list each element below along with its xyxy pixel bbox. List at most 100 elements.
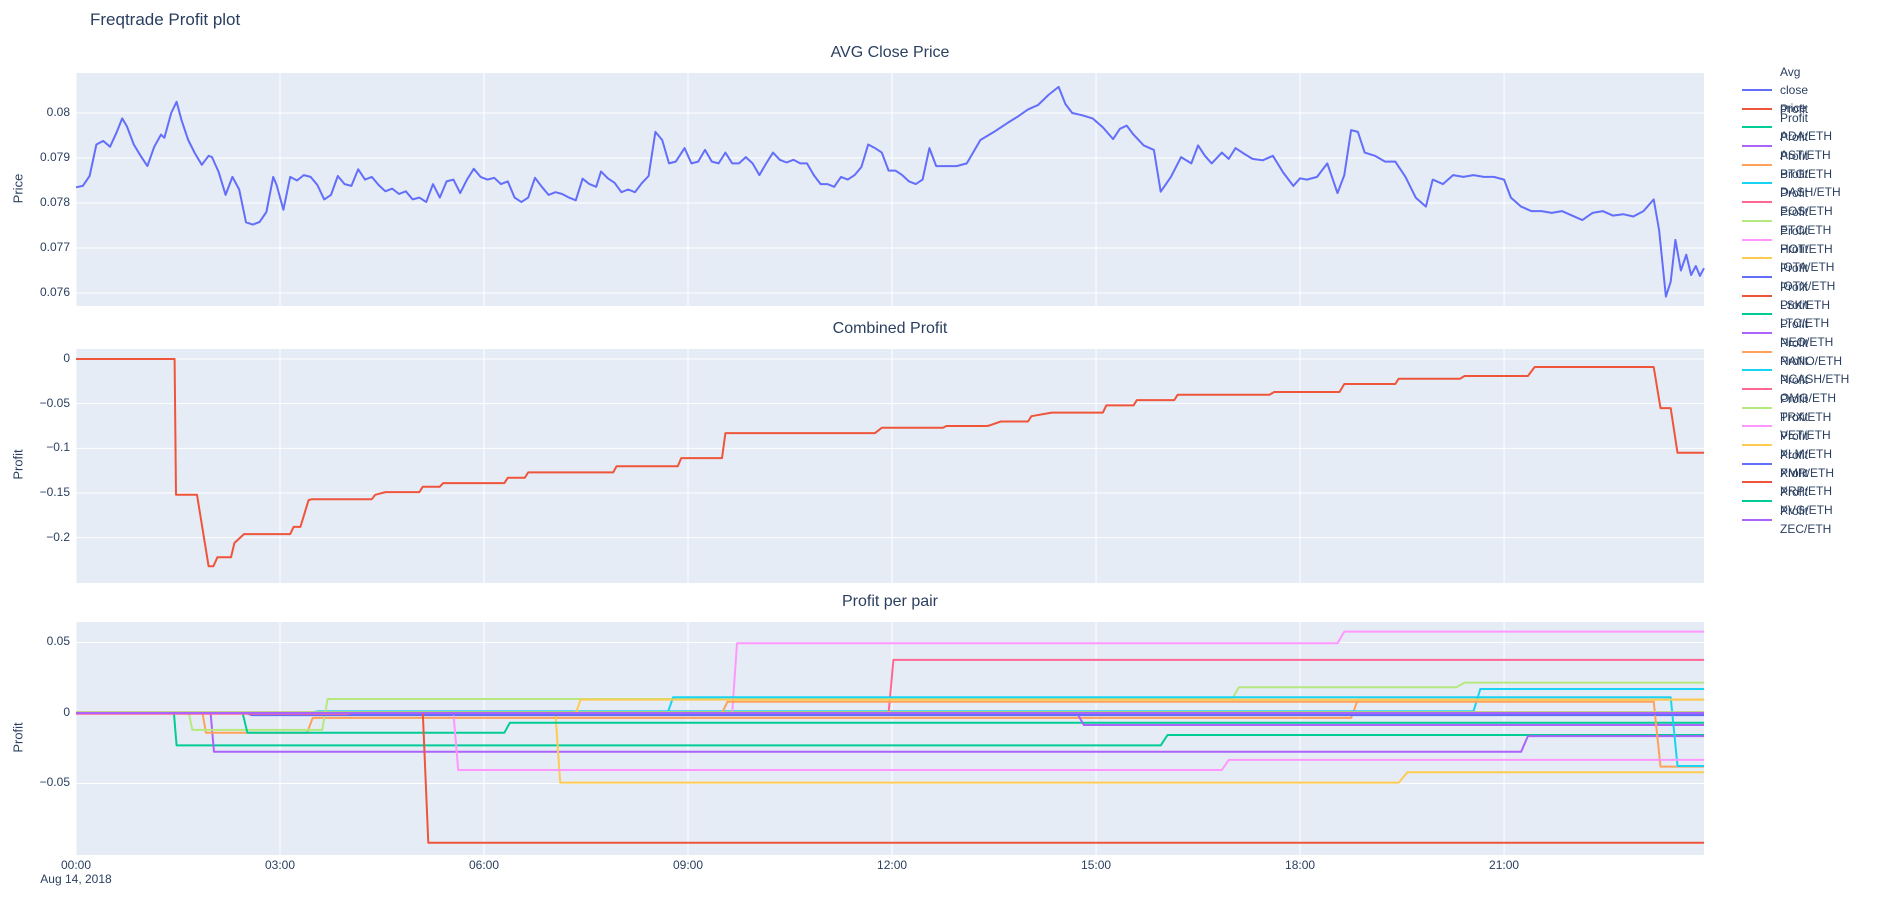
legend-swatch: [1742, 444, 1772, 447]
legend-item-profit-iotx-eth[interactable]: Profit IOTX/ETH: [1742, 261, 1835, 293]
legend-item-profit[interactable]: Profit: [1742, 100, 1808, 118]
plot-band: [76, 349, 1704, 583]
legend-label: Profit NANO/ETH: [1780, 335, 1843, 368]
legend-label: Profit LTC/ETH: [1780, 298, 1830, 331]
x-tick-label: 06:00: [469, 858, 500, 872]
legend-swatch: [1742, 201, 1772, 204]
legend-swatch: [1742, 481, 1772, 484]
legend-swatch: [1742, 313, 1772, 316]
series-profit[interactable]: [76, 358, 1704, 568]
legend-item-profit-xmr-eth[interactable]: Profit XMR/ETH: [1742, 448, 1834, 480]
legend-label: Profit XMR/ETH: [1780, 447, 1834, 480]
y-axis-title: Price: [10, 173, 26, 203]
legend-item-profit-hot-eth[interactable]: Profit HOT/ETH: [1742, 224, 1833, 256]
legend-label: Profit DASH/ETH: [1780, 167, 1841, 200]
legend-item-profit-neo-eth[interactable]: Profit NEO/ETH: [1742, 317, 1833, 349]
x-axis-date-label: Aug 14, 2018: [40, 872, 112, 886]
legend-item-profit-vet-eth[interactable]: Profit VET/ETH: [1742, 410, 1831, 442]
y-axis-title: Profit: [10, 721, 26, 753]
legend-label: Profit IOTX/ETH: [1780, 260, 1836, 293]
y-tick-label: 0: [63, 351, 70, 365]
legend-label: Profit NCASH/ETH: [1780, 354, 1850, 387]
legend-item-profit-etc-eth[interactable]: Profit ETC/ETH: [1742, 205, 1831, 237]
legend-item-profit-ada-eth[interactable]: Profit ADA/ETH: [1742, 111, 1832, 143]
legend-swatch: [1742, 238, 1772, 241]
legend-label: Profit NEO/ETH: [1780, 316, 1834, 349]
y-tick-label: −0.15: [39, 484, 70, 499]
legend-item-profit-ast-eth[interactable]: Profit AST/ETH: [1742, 130, 1831, 162]
plot-band: [76, 622, 1704, 855]
x-tick-label: 00:00: [60, 858, 92, 872]
y-tick-label: 0.078: [39, 194, 70, 209]
legend-item-profit-nano-eth[interactable]: Profit NANO/ETH: [1742, 336, 1842, 368]
legend-label: Profit XVG/ETH: [1780, 485, 1833, 518]
legend-swatch: [1742, 462, 1772, 465]
legend-item-profit-btg-eth[interactable]: Profit BTG/ETH: [1742, 149, 1832, 181]
legend-label: Profit VET/ETH: [1780, 410, 1831, 443]
legend-swatch: [1742, 145, 1772, 148]
legend-item-avg-close-price[interactable]: Avg close price: [1742, 65, 1808, 115]
legend-label: Profit BTG/ETH: [1780, 148, 1833, 181]
legend-label: Profit XRP/ETH: [1780, 466, 1833, 499]
legend-swatch: [1742, 388, 1772, 391]
legend-label: Profit IOTA/ETH: [1780, 242, 1835, 275]
y-tick-label: 0.05: [46, 634, 70, 649]
y-tick-label: 0.08: [46, 105, 70, 120]
legend-item-profit-trx-eth[interactable]: Profit TRX/ETH: [1742, 392, 1831, 424]
y-tick-label: −0.05: [39, 775, 70, 790]
legend-label: Profit HOT/ETH: [1780, 223, 1833, 256]
x-tick-label: 18:00: [1285, 858, 1316, 872]
legend-item-profit-lsk-eth[interactable]: Profit LSK/ETH: [1742, 280, 1830, 312]
legend-swatch: [1742, 500, 1772, 503]
y-tick-label: 0: [63, 704, 70, 719]
legend-label: Avg close price: [1780, 65, 1809, 115]
legend-swatch: [1742, 89, 1772, 91]
legend-label: Profit ZEC/ETH: [1780, 503, 1832, 536]
legend-item-profit-ltc-eth[interactable]: Profit LTC/ETH: [1742, 298, 1829, 330]
legend-label: Profit: [1780, 101, 1809, 116]
legend-swatch: [1742, 182, 1772, 185]
x-tick-label: 03:00: [264, 858, 296, 872]
y-tick-label: −0.05: [39, 395, 70, 410]
legend-item-profit-ncash-eth[interactable]: Profit NCASH/ETH: [1742, 354, 1849, 386]
legend-label: Profit OMG/ETH: [1780, 373, 1836, 406]
legend-swatch: [1742, 518, 1772, 521]
legend-item-profit-dash-eth[interactable]: Profit DASH/ETH: [1742, 167, 1841, 199]
y-tick-label: −0.1: [46, 440, 70, 455]
legend-item-profit-eos-eth[interactable]: Profit EOS/ETH: [1742, 186, 1833, 218]
x-tick-label: 09:00: [673, 858, 704, 872]
legend-item-profit-omg-eth[interactable]: Profit OMG/ETH: [1742, 373, 1836, 405]
y-axis-title: Profit: [10, 449, 26, 480]
y-tick-label: −0.2: [46, 529, 70, 544]
chart-title: Profit per pair: [841, 593, 939, 610]
chart-title: AVG Close Price: [830, 44, 950, 61]
legend-swatch: [1742, 257, 1772, 260]
legend-label: Profit ETC/ETH: [1780, 204, 1832, 237]
legend-swatch: [1742, 350, 1772, 353]
legend-label: Profit TRX/ETH: [1780, 391, 1832, 424]
x-tick-label: 21:00: [1489, 858, 1520, 872]
legend-label: Profit EOS/ETH: [1780, 186, 1833, 219]
legend-swatch: [1742, 275, 1772, 278]
y-tick-label: 0.077: [39, 239, 70, 254]
legend-item-profit-xlm-eth[interactable]: Profit XLM/ETH: [1742, 429, 1832, 461]
legend-swatch: [1742, 219, 1772, 222]
chart-title: Combined Profit: [832, 320, 948, 337]
legend-swatch: [1742, 107, 1772, 110]
legend-swatch: [1742, 126, 1772, 129]
legend-swatch: [1742, 369, 1772, 372]
legend-swatch: [1742, 331, 1772, 334]
legend-item-profit-xvg-eth[interactable]: Profit XVG/ETH: [1742, 485, 1833, 517]
legend-item-profit-zec-eth[interactable]: Profit ZEC/ETH: [1742, 504, 1831, 536]
x-tick-label: 15:00: [1081, 858, 1112, 872]
legend-swatch: [1742, 163, 1772, 166]
legend-item-profit-iota-eth[interactable]: Profit IOTA/ETH: [1742, 242, 1834, 274]
legend-swatch: [1742, 406, 1772, 409]
series-avg-close-price[interactable]: [75, 85, 1705, 298]
legend-item-profit-xrp-eth[interactable]: Profit XRP/ETH: [1742, 466, 1832, 498]
legend-swatch: [1742, 294, 1772, 297]
legend-swatch: [1742, 425, 1772, 428]
legend-label: Profit ADA/ETH: [1780, 111, 1833, 144]
